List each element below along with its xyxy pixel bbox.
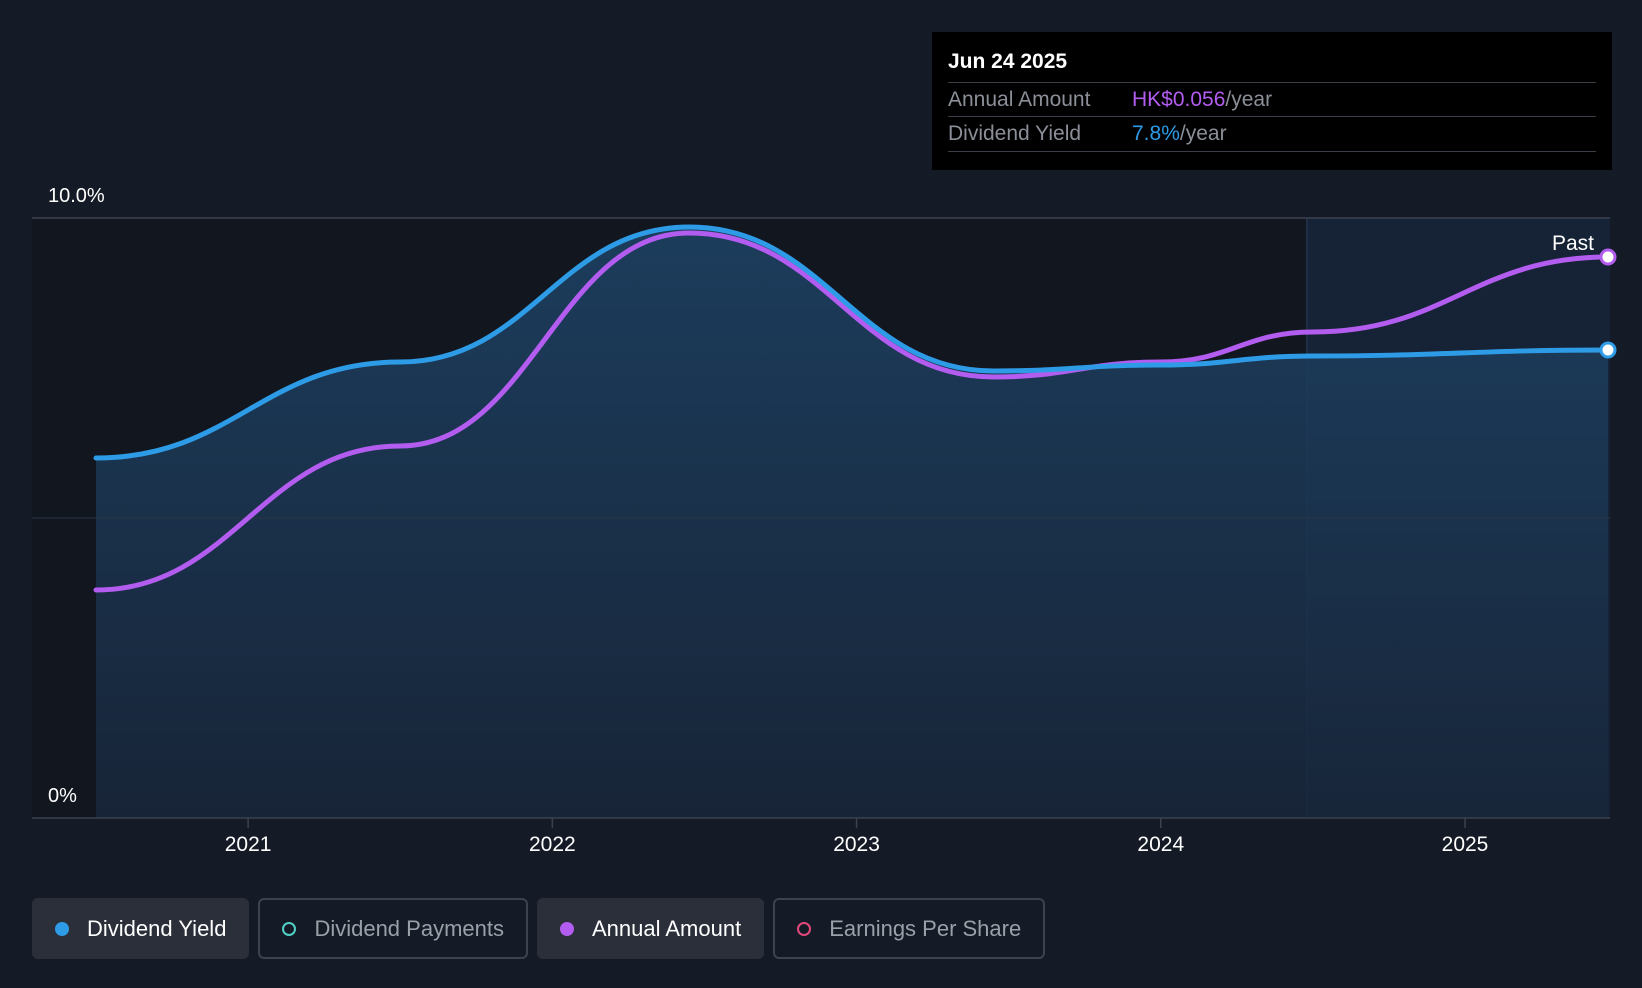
tooltip-value: 7.8%/year bbox=[1132, 117, 1227, 151]
dividend-yield-line bbox=[93, 224, 1611, 461]
y-tick-label: 0% bbox=[48, 785, 77, 807]
legend-annual-amount-button[interactable]: Annual Amount bbox=[536, 898, 765, 959]
tooltip-value: HK$0.056/year bbox=[1132, 83, 1272, 117]
x-tick-label: 2021 bbox=[225, 833, 272, 856]
tooltip-value-number: 7.8% bbox=[1132, 122, 1180, 145]
x-tick-label: 2023 bbox=[833, 833, 880, 856]
axis-ticks: 10.0% 0% 2021 2022 2023 2024 2025 bbox=[48, 185, 1488, 856]
x-tick-label: 2024 bbox=[1137, 833, 1184, 856]
x-tick-label: 2022 bbox=[529, 833, 576, 856]
grid-lines bbox=[32, 217, 1610, 819]
dividend-yield-dot-icon bbox=[55, 921, 69, 936]
series-lines bbox=[93, 224, 1617, 593]
legend-dividend-payments-button[interactable]: Dividend Payments bbox=[258, 898, 528, 959]
tooltip-value-number: HK$0.056 bbox=[1132, 88, 1226, 111]
tooltip-label: Annual Amount bbox=[948, 88, 1091, 111]
legend-label: Dividend Payments bbox=[314, 915, 504, 941]
tooltip-panel: Jun 24 2025 Annual Amount HK$0.056/year … bbox=[932, 32, 1612, 170]
x-tick-label: 2025 bbox=[1442, 833, 1489, 856]
legend-dividend-yield-button[interactable]: Dividend Yield bbox=[32, 898, 250, 959]
dividend-payments-ring-icon bbox=[282, 921, 297, 936]
y-tick-label: 10.0% bbox=[48, 185, 105, 207]
legend-label: Annual Amount bbox=[591, 915, 742, 941]
legend-earnings-per-share-button[interactable]: Earnings Per Share bbox=[773, 898, 1046, 959]
tooltip-value-unit: /year bbox=[1179, 122, 1227, 145]
earnings-per-share-ring-icon bbox=[797, 921, 812, 936]
past-label: Past bbox=[1552, 232, 1594, 255]
legend: Dividend Yield Dividend Payments Annual … bbox=[32, 898, 1046, 961]
annual-amount-dot-icon bbox=[559, 921, 574, 936]
annual-amount-line bbox=[93, 230, 1611, 593]
tooltip-label: Dividend Yield bbox=[948, 122, 1082, 145]
tooltip-row-dividend-yield: Dividend Yield 7.8%/year bbox=[948, 116, 1596, 152]
tooltip-row-annual-amount: Annual Amount HK$0.056/year bbox=[948, 82, 1596, 117]
tooltip-value-unit: /year bbox=[1225, 88, 1273, 111]
dividend-yield-end-marker bbox=[1599, 341, 1617, 359]
dividend-yield-area bbox=[96, 227, 1608, 818]
legend-label: Earnings Per Share bbox=[829, 915, 1022, 941]
annual-amount-end-marker bbox=[1599, 248, 1617, 266]
tooltip-date: Jun 24 2025 bbox=[948, 50, 1068, 73]
legend-label: Dividend Yield bbox=[87, 915, 227, 941]
